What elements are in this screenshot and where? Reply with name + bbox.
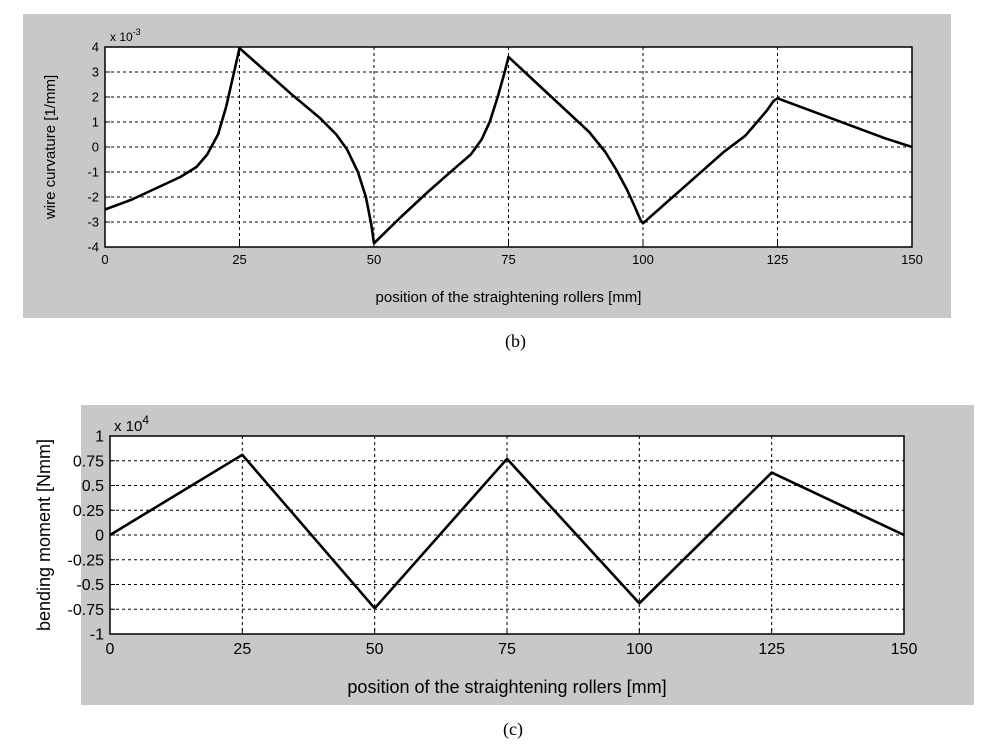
x-tick-label: 0 — [106, 641, 115, 658]
chart-c: 0 25 50 75 100 125 150 1 0.75 0.5 0.25 0 -0.25 -0.5 -0… — [34, 413, 918, 697]
x-tick-label: 75 — [501, 252, 515, 267]
x-tick-label: 150 — [901, 252, 923, 267]
exponent-power: 4 — [142, 413, 149, 427]
y-tick-label: 0 — [92, 140, 99, 155]
exponent-label-c: x 104 — [114, 413, 149, 435]
caption-c: (c) — [503, 719, 523, 739]
y-tick-label: 1 — [92, 115, 99, 130]
exponent-base: x 10 — [110, 30, 133, 44]
series-line-c-0 — [109, 453, 905, 610]
x-tick-label: 25 — [232, 252, 246, 267]
x-tick-label: 125 — [758, 641, 785, 658]
exponent-label-b: x 10-3 — [110, 27, 141, 44]
exponent-power: -3 — [133, 27, 141, 37]
x-axis-label-c: position of the straightening rollers [m… — [347, 677, 666, 697]
x-tick-label: 100 — [632, 252, 654, 267]
y-tick-label: 2 — [92, 90, 99, 105]
x-tick-label: 100 — [626, 641, 653, 658]
x-axis-label-b: position of the straightening rollers [m… — [376, 289, 642, 306]
figure-panel-b: 0 25 50 75 100 125 150 4 3 2 1 0 -1 -2 -3 -4 x 10-3 posit… — [23, 14, 951, 318]
y-tick-label: -0.75 — [68, 602, 105, 619]
y-tick-label: -2 — [87, 190, 99, 205]
x-tick-label: 25 — [233, 641, 251, 658]
y-tick-label: -1 — [87, 165, 99, 180]
y-tick-label: -3 — [87, 215, 99, 230]
y-tick-label: -1 — [90, 627, 104, 644]
y-tick-label: -4 — [87, 240, 99, 255]
figure-panel-c: 0 25 50 75 100 125 150 1 0.75 0.5 0.25 0 -0.25 -0.5 -0… — [34, 405, 974, 705]
y-tick-label: 1 — [95, 429, 104, 446]
y-tick-label: -0.25 — [68, 552, 105, 569]
caption-b: (b) — [505, 331, 526, 351]
y-axis-label-b: wire curvature [1/mm] — [42, 75, 59, 220]
y-tick-label: 0.25 — [73, 503, 104, 520]
y-tick-label: 3 — [92, 65, 99, 80]
series-line-b-0 — [104, 46, 913, 245]
y-axis-label-c: bending moment [Nmm] — [34, 439, 54, 631]
y-tick-label: 0.5 — [82, 478, 104, 495]
y-tick-label: 0 — [95, 528, 104, 545]
x-tick-label: 50 — [366, 641, 384, 658]
x-tick-label: 0 — [101, 252, 108, 267]
x-tick-label: 125 — [767, 252, 789, 267]
y-tick-label: -0.5 — [76, 577, 104, 594]
exponent-base: x 10 — [114, 418, 142, 435]
y-tick-label: 0.75 — [73, 453, 104, 470]
x-tick-label: 75 — [498, 641, 516, 658]
x-tick-label: 50 — [367, 252, 381, 267]
y-tick-label: 4 — [92, 40, 99, 55]
x-tick-label: 150 — [891, 641, 918, 658]
